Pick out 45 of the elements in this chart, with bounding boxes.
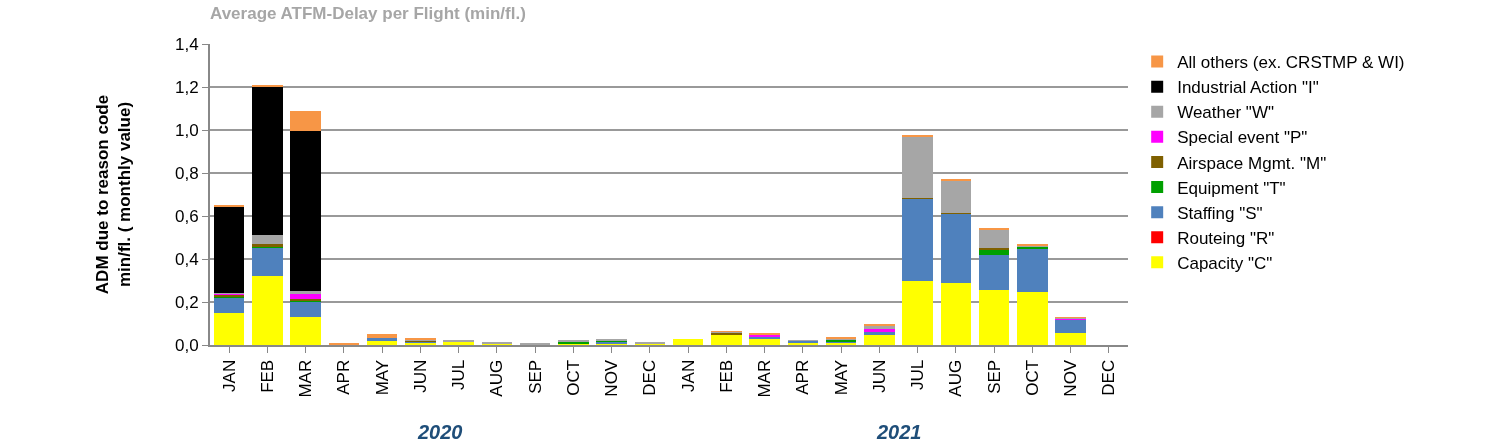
x-tick-label: OCT bbox=[1022, 359, 1042, 396]
legend-label: All others (ex. CRSTMP & WI) bbox=[1177, 53, 1405, 73]
y-tick-label: 1,2 bbox=[174, 77, 199, 97]
legend-label: Staffing "S" bbox=[1177, 203, 1263, 223]
x-tick-label: APR bbox=[334, 359, 354, 395]
x-tick-label: MAY bbox=[372, 359, 392, 396]
x-tick-label: FEB bbox=[257, 359, 277, 393]
legend-label: Industrial Action "I" bbox=[1177, 78, 1319, 98]
x-tick-label: NOV bbox=[1061, 359, 1081, 397]
x-tick-label: DEC bbox=[640, 359, 660, 396]
y-axis-title: ADM due to reason code min/fl. ( monthly value) bbox=[92, 94, 135, 295]
legend-label: Equipment "T" bbox=[1177, 178, 1286, 198]
x-tick-label: MAY bbox=[831, 359, 851, 396]
y-tick-label: 0,4 bbox=[174, 249, 199, 269]
x-tick-label: FEB bbox=[716, 359, 736, 393]
legend-label: Special event "P" bbox=[1177, 128, 1308, 148]
y-tick-label: 0,8 bbox=[174, 163, 199, 183]
x-tick-label: SEP bbox=[525, 359, 545, 394]
x-tick-label: MAR bbox=[755, 359, 775, 398]
x-tick-label: APR bbox=[793, 359, 813, 395]
text: 2020 bbox=[417, 421, 463, 443]
y-tick-label: 0,0 bbox=[174, 335, 199, 355]
legend-label: Routeing "R" bbox=[1177, 228, 1275, 248]
y-tick-label: 1,0 bbox=[174, 120, 199, 140]
x-tick-label: JAN bbox=[678, 359, 698, 392]
x-tick-label: AUG bbox=[946, 359, 966, 397]
y-tick-label: 1,4 bbox=[174, 34, 199, 54]
x-tick-label: JUL bbox=[449, 359, 469, 391]
x-tick-label: JUL bbox=[908, 359, 928, 391]
x-tick-label: JUN bbox=[410, 359, 430, 393]
x-tick-label: SEP bbox=[984, 359, 1004, 394]
x-tick-label: DEC bbox=[1099, 359, 1119, 396]
x-tick-label: NOV bbox=[602, 359, 622, 397]
x-tick-label: AUG bbox=[487, 359, 507, 397]
chart-title: Average ATFM-Delay per Flight (min/fl.) bbox=[210, 3, 526, 23]
legend-label: Airspace Mgmt. "M" bbox=[1177, 153, 1327, 173]
y-tick-label: 0,6 bbox=[174, 206, 199, 226]
y-tick-label: 0,2 bbox=[174, 292, 199, 312]
x-tick-label: JAN bbox=[219, 359, 239, 392]
x-tick-label: MAR bbox=[296, 359, 316, 398]
legend-label: Weather "W" bbox=[1177, 103, 1274, 123]
x-tick-label: JUN bbox=[869, 359, 889, 393]
x-tick-label: OCT bbox=[563, 359, 583, 396]
legend-label: Capacity "C" bbox=[1177, 253, 1273, 273]
text: 2021 bbox=[876, 421, 922, 443]
